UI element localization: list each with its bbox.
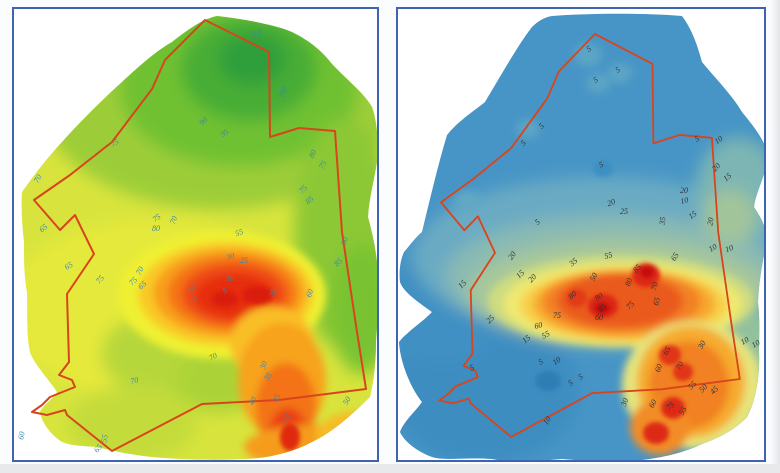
contour-value-label: 50 (341, 395, 353, 406)
contour-value-label: 10 (679, 195, 689, 206)
contour-value-label: 20 (267, 288, 278, 299)
contour-value-label: 80 (307, 148, 319, 159)
contour-value-label: 75 (94, 273, 106, 285)
contour-value-label: 15 (520, 333, 532, 345)
contour-value-label: 55 (234, 227, 245, 238)
contour-value-label: 80 (593, 291, 604, 303)
contour-value-label: 65 (92, 442, 104, 454)
contour-value-label: 5 (193, 294, 197, 303)
contour-value-label: 75 (151, 212, 163, 224)
contour-value-label: 60 (595, 313, 603, 322)
contour-value-label: 85 (303, 194, 315, 206)
contour-value-label: 15 (721, 171, 733, 183)
contour-value-label: 85 (631, 262, 643, 274)
contour-value-label: 5 (537, 121, 546, 130)
contour-value-label: 65 (63, 260, 74, 272)
contour-value-label: 30 (258, 360, 270, 372)
contour-value-label: 70 (649, 281, 660, 291)
contour-value-label: 35 (261, 371, 274, 384)
contour-value-label: 30 (695, 339, 707, 351)
contour-value-label: 10 (551, 355, 563, 367)
contour-value-label: 5 (221, 286, 229, 296)
contour-value-label: 55 (677, 405, 689, 416)
contour-value-label: 10 (713, 134, 725, 146)
contour-value-label: 70 (129, 375, 139, 386)
contour-value-label: 65 (651, 296, 662, 306)
contour-value-label: 55 (603, 250, 613, 261)
contour-value-label: 75 (553, 311, 561, 320)
contour-value-label: 55 (540, 329, 551, 341)
contour-value-label: 10 (739, 335, 750, 347)
contour-value-label: 30 (619, 397, 631, 409)
contour-value-label: 20 (506, 250, 518, 262)
left-region-fill (21, 16, 377, 460)
contour-value-label: 10 (750, 338, 761, 350)
contour-value-label: 70 (168, 215, 179, 226)
contour-value-label: 80 (623, 277, 634, 288)
contour-value-label: 5 (537, 357, 545, 367)
contour-value-label: 90 (197, 115, 209, 127)
interpolation-map-right: 5 5 5 5 5 5 5 20 25 5 10 20 15 20 10 15 20 35 65 10 10 20 55 35… (396, 7, 766, 462)
contour-value-label: 90 (339, 236, 350, 247)
interpolation-map-left: 110 100 90 95 75 70 80 75 75 85 65 75 70 80 55 90 85 65 75… (12, 7, 379, 462)
contour-value-label: 20 (680, 186, 688, 195)
contour-value-label: 60 (16, 431, 26, 440)
contour-value-label: 95 (219, 127, 231, 139)
contour-value-label: 10 (707, 242, 718, 254)
contour-value-label: 10 (226, 274, 234, 283)
contour-value-label: 110 (249, 27, 263, 40)
contour-value-label: 70 (674, 360, 686, 371)
contour-value-label: 50 (588, 271, 600, 282)
contour-value-label: 20 (606, 197, 617, 208)
contour-value-label: 15 (687, 209, 699, 221)
contour-value-label: 70 (134, 265, 146, 276)
contour-value-label: 60 (304, 288, 315, 299)
contour-value-label: 65 (136, 279, 148, 291)
contour-value-label: 20 (705, 217, 715, 226)
contour-value-label: 30 (224, 251, 235, 262)
contour-value-label: 75 (317, 159, 329, 170)
contour-value-label: 60 (653, 363, 664, 374)
contour-value-label: 60 (533, 320, 543, 331)
contour-value-label: 5 (614, 65, 622, 75)
contour-value-label: 5 (468, 363, 475, 373)
contour-value-label: 5 (533, 217, 542, 226)
contour-value-label: 65 (669, 251, 681, 262)
contour-value-label: 80 (152, 224, 160, 233)
contour-value-label: 35 (280, 413, 292, 425)
contour-value-label: 80 (566, 289, 578, 301)
contour-value-label: 65 (37, 222, 49, 234)
contour-value-label: 35 (567, 256, 580, 269)
contour-value-label: 25 (240, 256, 248, 265)
contour-value-label: 5 (693, 134, 700, 144)
contour-value-label: 60 (647, 398, 659, 409)
page-edge-shadow (770, 0, 780, 464)
contour-value-label: 40 (247, 395, 259, 406)
contour-value-label: 35 (658, 216, 668, 226)
contour-value-label: 5 (566, 378, 574, 388)
contour-value-label: 5 (598, 160, 605, 170)
contour-value-label: 70 (207, 351, 218, 363)
contour-value-label: 5 (585, 44, 593, 54)
contour-value-label: 70 (32, 173, 44, 184)
contour-value-label: 5 (576, 372, 584, 382)
contour-value-label: 55 (99, 434, 109, 443)
contour-value-label: 25 (620, 207, 628, 216)
contour-value-label: 5 (519, 138, 528, 147)
right-region-fill (399, 13, 764, 460)
contour-value-label: 10 (724, 243, 735, 254)
contour-value-label: 10 (541, 415, 553, 427)
contour-value-label: 45 (271, 393, 282, 404)
contour-value-label: 75 (109, 137, 120, 149)
bottom-strip (0, 464, 780, 473)
contour-value-label: 5 (591, 75, 599, 85)
contour-value-label: 100 (276, 85, 288, 99)
contour-value-label: 65 (661, 345, 673, 356)
contour-value-label: 75 (664, 400, 676, 412)
